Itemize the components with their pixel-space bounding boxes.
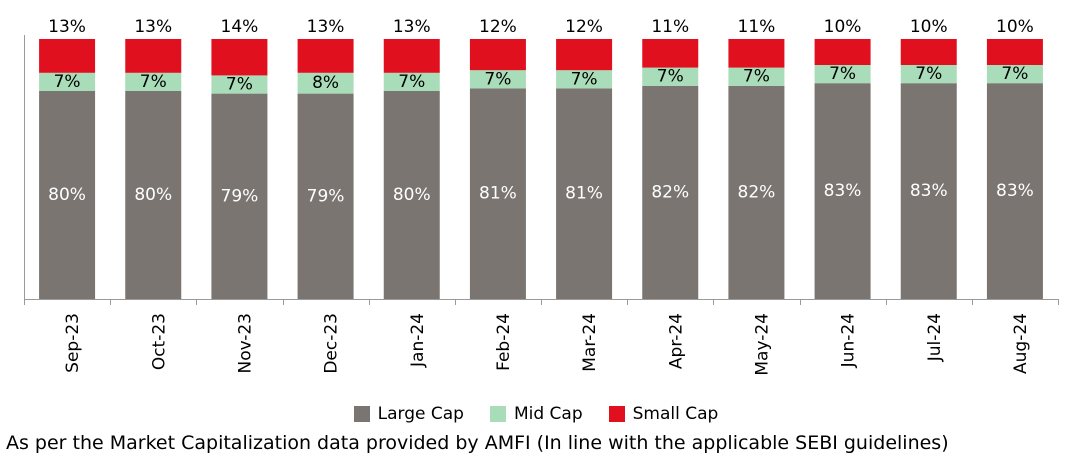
legend-swatch xyxy=(353,406,370,422)
bar-segment-mid-cap xyxy=(556,70,613,89)
bar-segment-small-cap xyxy=(383,39,440,73)
data-label: 11% xyxy=(738,17,776,37)
x-tick-label: May-24 xyxy=(752,313,772,376)
x-tick-label: Sep-23 xyxy=(63,313,83,373)
legend-swatch xyxy=(489,406,506,422)
x-tick-label: Jun-24 xyxy=(839,313,859,368)
data-label: 79% xyxy=(221,186,259,206)
legend-item: Small Cap xyxy=(608,404,719,424)
data-label: 10% xyxy=(996,17,1034,37)
bar-segment-small-cap xyxy=(642,39,699,68)
bar-segment-large-cap xyxy=(383,91,440,299)
data-label: 10% xyxy=(824,17,862,37)
bar-segment-large-cap xyxy=(900,83,957,299)
stacked-bar-chart: 80% 7% 13% Sep-23 80% 7% 13% Oct-23 79% 7% 14% Nov-… xyxy=(24,17,1059,376)
data-label: 13% xyxy=(134,17,172,37)
bar-segment-small-cap xyxy=(125,39,182,73)
bar-segment-small-cap xyxy=(211,39,268,76)
x-tick-label: Jan-24 xyxy=(408,313,428,368)
bar-segment-mid-cap xyxy=(814,65,871,84)
bar-segment-large-cap xyxy=(556,88,613,300)
data-label: 10% xyxy=(910,17,948,37)
data-label: 13% xyxy=(393,17,431,37)
data-label: 7% xyxy=(140,72,167,92)
data-label: 7% xyxy=(226,75,253,95)
legend-label: Large Cap xyxy=(377,404,464,424)
bar-segment-small-cap xyxy=(986,39,1043,65)
data-label: 13% xyxy=(48,17,86,37)
bar-segment-large-cap xyxy=(728,85,785,299)
legend-item: Large Cap xyxy=(353,404,464,424)
bar-segment-mid-cap xyxy=(469,70,526,89)
data-label: 79% xyxy=(307,186,345,206)
data-label: 83% xyxy=(996,181,1034,201)
legend-swatch xyxy=(608,406,625,422)
bar-segment-mid-cap xyxy=(728,67,785,86)
bar-segment-large-cap xyxy=(297,93,354,299)
bar-segment-large-cap xyxy=(125,91,182,299)
x-tick-label: Feb-24 xyxy=(494,313,514,371)
legend-label: Mid Cap xyxy=(513,404,583,424)
data-label: 82% xyxy=(651,182,689,202)
data-label: 7% xyxy=(571,69,598,89)
bar-segment-small-cap xyxy=(814,39,871,65)
bar-segment-large-cap xyxy=(814,83,871,299)
data-label: 11% xyxy=(651,17,689,37)
x-tick-label: Oct-23 xyxy=(149,313,169,370)
data-label: 83% xyxy=(824,181,862,201)
data-label: 83% xyxy=(910,181,948,201)
data-label: 80% xyxy=(48,185,86,205)
bar-segment-large-cap xyxy=(469,88,526,300)
data-label: 13% xyxy=(307,17,345,37)
data-label: 80% xyxy=(393,185,431,205)
bar-segment-mid-cap xyxy=(986,65,1043,84)
data-label: 80% xyxy=(134,185,172,205)
bar-segment-mid-cap xyxy=(642,67,699,86)
bar-segment-large-cap xyxy=(211,93,268,299)
bar-segment-mid-cap xyxy=(211,75,268,94)
data-label: 14% xyxy=(221,17,259,37)
bar-segment-large-cap xyxy=(642,85,699,299)
footnote: As per the Market Capitalization data pr… xyxy=(6,432,949,454)
bar-segment-mid-cap xyxy=(39,72,96,91)
x-tick-label: Nov-23 xyxy=(235,313,255,374)
bar-segment-small-cap xyxy=(556,39,613,71)
legend: Large Cap Mid Cap Small Cap xyxy=(0,400,1072,428)
bar-segment-small-cap xyxy=(39,39,96,73)
x-tick-label: Apr-24 xyxy=(666,313,686,369)
data-label: 12% xyxy=(565,17,603,37)
bar-segment-small-cap xyxy=(900,39,957,65)
data-label: 81% xyxy=(565,184,603,204)
bar-segment-small-cap xyxy=(469,39,526,71)
data-label: 8% xyxy=(312,73,339,93)
bar-segment-small-cap xyxy=(297,39,354,73)
data-label: 7% xyxy=(829,64,856,84)
data-label: 7% xyxy=(1001,64,1028,84)
data-label: 7% xyxy=(657,67,684,87)
data-label: 81% xyxy=(479,184,517,204)
x-tick-label: Jul-24 xyxy=(925,313,945,362)
bar-segment-mid-cap xyxy=(125,72,182,91)
bar-segment-mid-cap xyxy=(900,65,957,84)
data-label: 7% xyxy=(484,69,511,89)
bar-segment-small-cap xyxy=(728,39,785,68)
legend-label: Small Cap xyxy=(632,404,719,424)
x-tick-label: Mar-24 xyxy=(580,313,600,372)
data-label: 12% xyxy=(479,17,517,37)
x-tick-label: Dec-23 xyxy=(322,313,342,374)
data-label: 82% xyxy=(738,182,776,202)
data-label: 7% xyxy=(54,72,81,92)
x-tick-label: Aug-24 xyxy=(1011,313,1031,374)
data-label: 7% xyxy=(398,72,425,92)
data-label: 7% xyxy=(743,67,770,87)
bar-segment-mid-cap xyxy=(297,72,354,94)
bar-segment-large-cap xyxy=(39,91,96,299)
bar-segment-mid-cap xyxy=(383,72,440,91)
bar-segment-large-cap xyxy=(986,83,1043,299)
legend-item: Mid Cap xyxy=(489,404,583,424)
data-label: 7% xyxy=(915,64,942,84)
